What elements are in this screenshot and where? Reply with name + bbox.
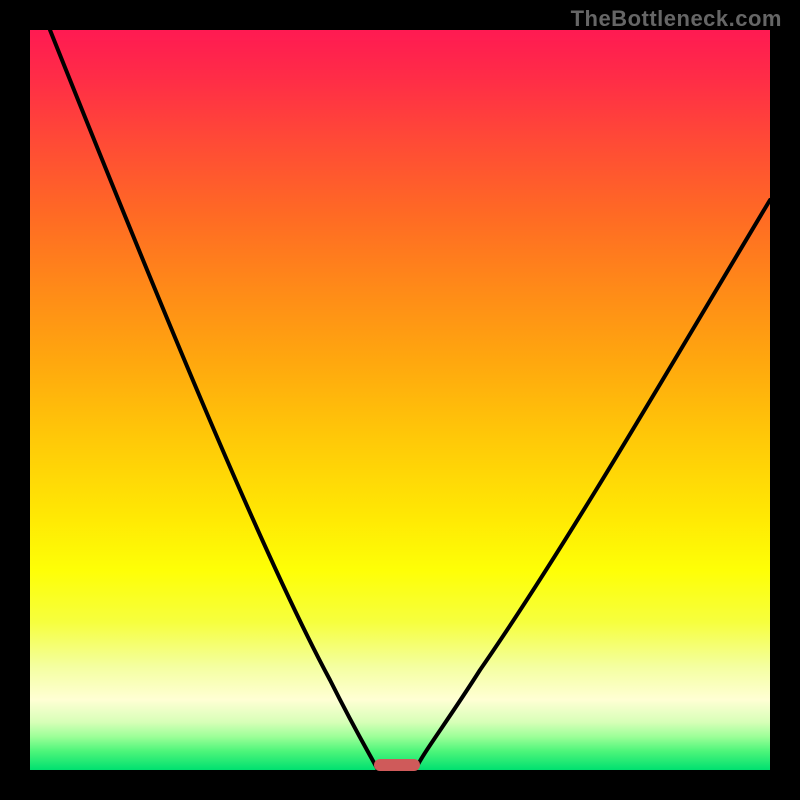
curves-layer	[30, 30, 770, 770]
watermark-text: TheBottleneck.com	[571, 6, 782, 32]
curve-left	[50, 30, 378, 770]
curve-right	[415, 200, 770, 770]
plot-area	[30, 30, 770, 770]
bottleneck-marker	[374, 759, 420, 771]
